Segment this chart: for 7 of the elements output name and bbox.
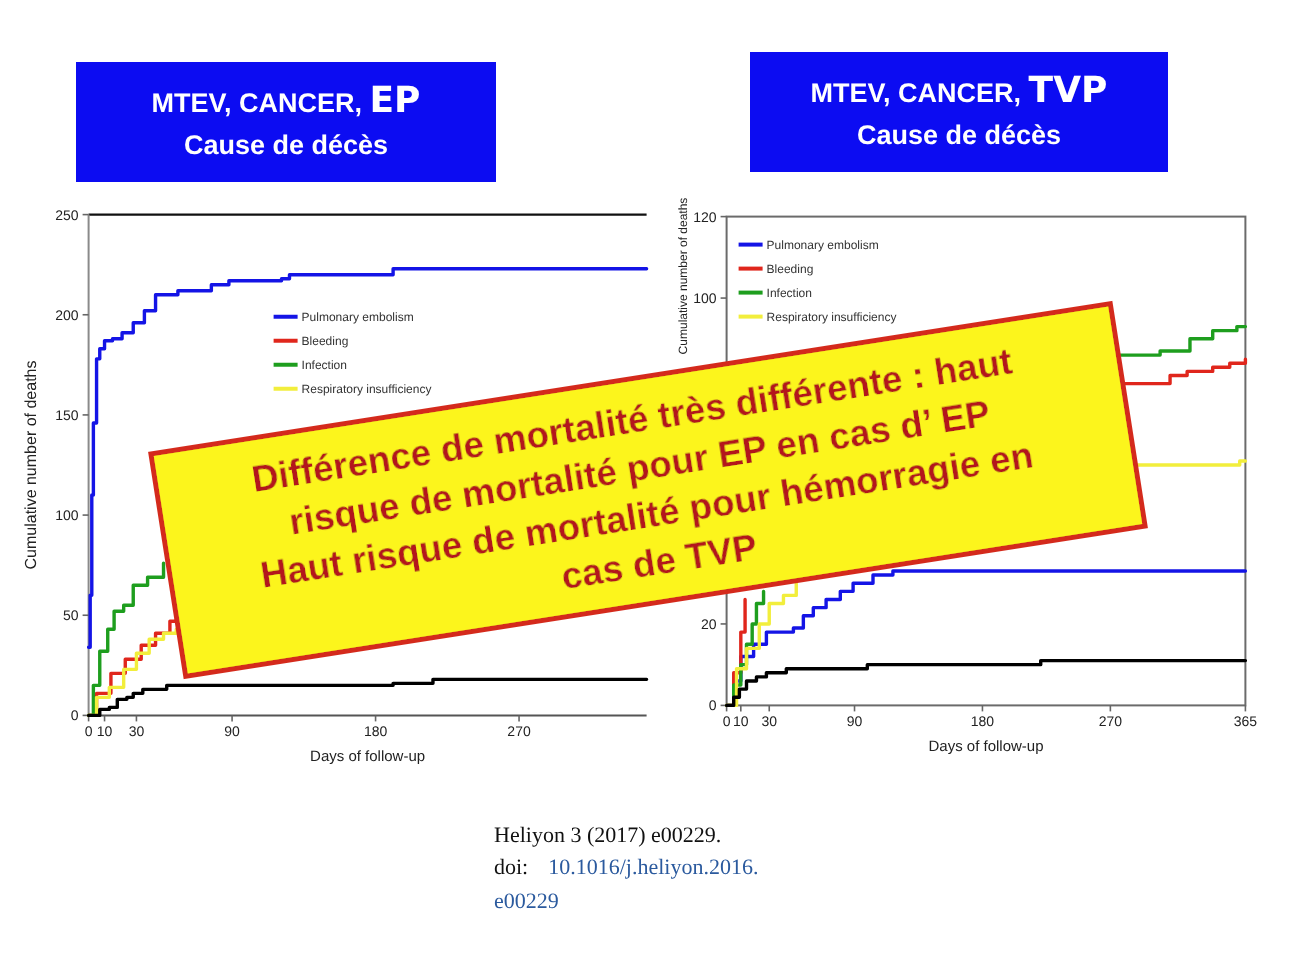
text: Heliyon 3 (2017) e00229. (494, 824, 722, 848)
chart-subtitle: Cause de décès (183, 130, 389, 160)
text: doi: 10.1016/j.heliyon.2016. e00229 (494, 856, 759, 914)
chart-title: MTEV, CANCER, TVP (810, 70, 1108, 112)
y-axis-title: Cumulative number of deaths (22, 360, 41, 570)
chart-subtitle: Cause de décès (856, 120, 1062, 150)
chart-title: MTEV, CANCER, EP (151, 80, 421, 122)
